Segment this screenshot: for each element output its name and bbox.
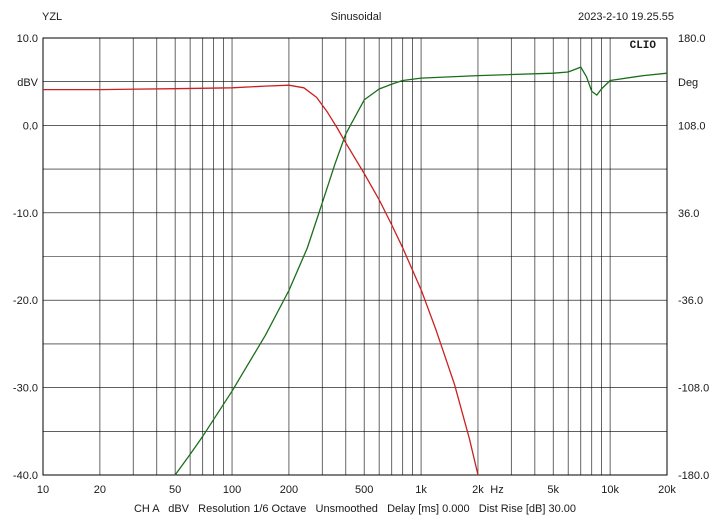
x-tick-label: 1k (415, 484, 427, 496)
right-tick-label: -180.0 (678, 470, 709, 482)
grid (43, 38, 667, 475)
plot-frame (42, 37, 668, 476)
left-tick-label: -30.0 (13, 383, 38, 395)
right-tick-label: -108.0 (678, 383, 709, 395)
right-tick-label: 180.0 (678, 33, 706, 45)
left-tick-label: -40.0 (13, 470, 38, 482)
right-tick-label: 36.0 (678, 208, 699, 220)
x-tick-label: 5k (547, 484, 559, 496)
left-tick-label: -20.0 (13, 295, 38, 307)
header-title: Sinusoidal (331, 11, 382, 23)
left-axis-unit: dBV (17, 77, 38, 89)
x-tick-label: 2k (472, 484, 484, 496)
x-tick-label: 10k (601, 484, 619, 496)
magnitude-curve (43, 84, 479, 476)
header-left-label: YZL (42, 11, 62, 23)
header-timestamp: 2023-2-10 19.25.55 (578, 11, 674, 23)
left-tick-label: 0.0 (23, 120, 38, 132)
right-axis-unit: Deg (678, 77, 698, 89)
x-axis-ticks: 10 20 50 100 200 500 1k 2k 5k 10k 20k (37, 484, 676, 496)
right-tick-label: 108.0 (678, 120, 706, 132)
measurement-settings-footer: CH A dBV Resolution 1/6 Octave Unsmoothe… (134, 503, 576, 515)
x-tick-label: 50 (169, 484, 181, 496)
x-tick-label: 20k (658, 484, 676, 496)
right-tick-label: -36.0 (678, 295, 703, 307)
x-tick-label: 100 (223, 484, 241, 496)
x-tick-label: 10 (37, 484, 49, 496)
x-tick-label: 500 (355, 484, 373, 496)
right-axis-ticks: 180.0 108.0 36.0 -36.0 -108.0 -180.0 (678, 33, 709, 482)
x-axis-unit: Hz (490, 484, 503, 496)
x-tick-label: 200 (280, 484, 298, 496)
left-axis-ticks: 10.0 0.0 -10.0 -20.0 -30.0 -40.0 (13, 33, 38, 482)
x-tick-label: 20 (94, 484, 106, 496)
clio-logo: CLIO (630, 40, 657, 52)
phase-curve (174, 66, 668, 476)
left-tick-label: -10.0 (13, 208, 38, 220)
left-tick-label: 10.0 (17, 33, 38, 45)
series-layer (43, 66, 668, 476)
